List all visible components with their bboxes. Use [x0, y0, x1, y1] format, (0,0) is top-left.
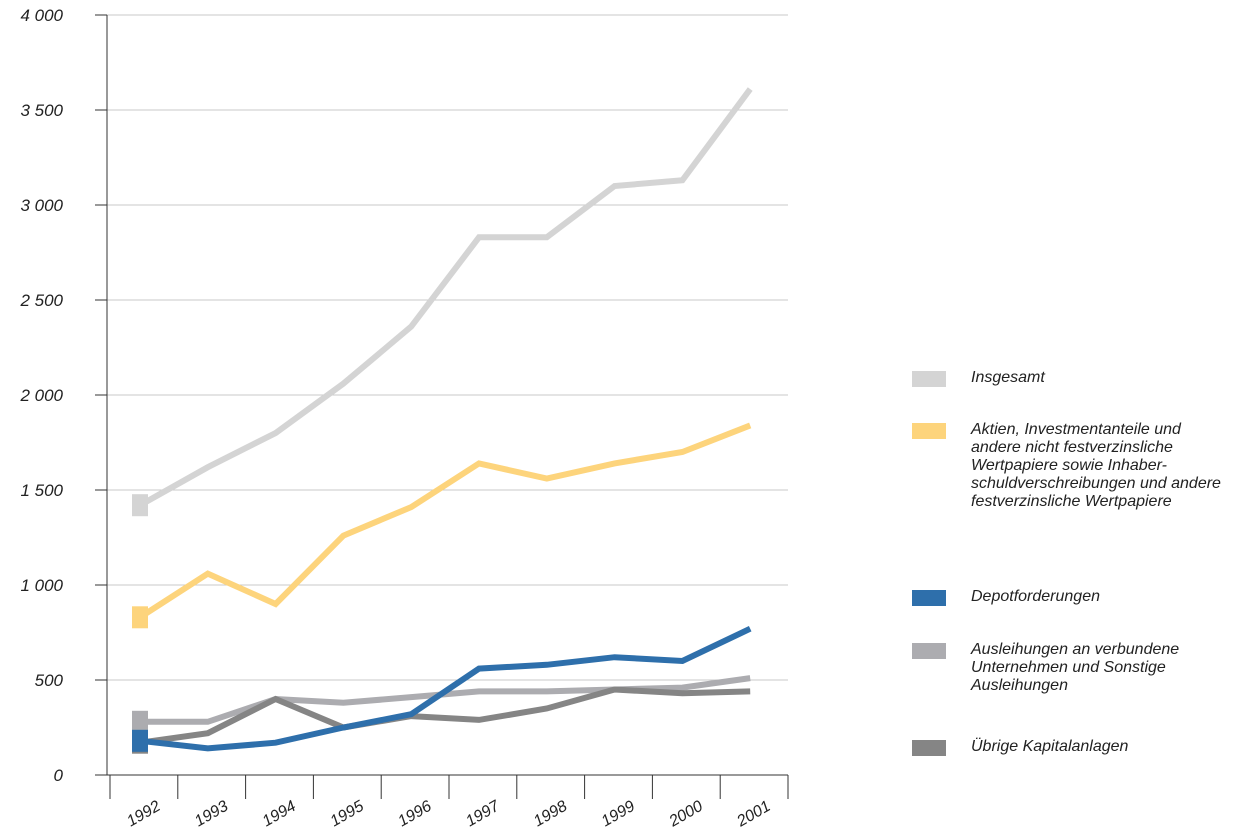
y-axis-ticks: 0 500 1 000 1 500 2 000 2 500 3 000 3 500 4 000 [19, 6, 63, 785]
series-start-markers [132, 494, 148, 754]
x-tick-label: 1999 [599, 798, 638, 831]
legend-swatch [912, 740, 946, 756]
legend-swatch [912, 643, 946, 659]
legend-swatch [912, 371, 946, 387]
y-tick-label: 3 500 [20, 101, 63, 120]
legend-swatch [912, 423, 946, 439]
series-line [139, 625, 752, 752]
x-tick-label: 1997 [463, 797, 503, 830]
x-tick-label: 1996 [395, 798, 434, 831]
series-start-marker [132, 494, 148, 517]
x-tick-label: 2000 [666, 798, 706, 831]
legend-item-uebrige-kapitalanlagen: Übrige Kapitalanlagen [912, 738, 1233, 756]
x-axis-ticks: 1992 1993 1994 1995 1996 1997 1998 1999 2000 2001 [124, 797, 774, 831]
y-tick-label: 3 000 [20, 196, 63, 215]
series-line [138, 87, 753, 508]
y-tick-label: 1 000 [20, 576, 63, 595]
series-start-marker [132, 606, 148, 629]
series-line [138, 422, 752, 620]
series-start-marker [132, 710, 148, 733]
y-tick-label: 1 500 [20, 481, 63, 500]
legend-label: Aktien, Investmentanteile und andere nic… [971, 421, 1221, 510]
y-tick-label: 4 000 [20, 6, 63, 25]
legend-label: Depotforderungen [971, 588, 1100, 605]
legend-swatch [912, 590, 946, 606]
x-tick-label: 1994 [260, 798, 299, 831]
x-tick-label: 1998 [531, 798, 570, 831]
y-tick-label: 2 000 [19, 386, 63, 405]
series-start-marker [132, 729, 148, 752]
legend-label: Insgesamt [971, 369, 1045, 386]
legend-item-ausleihungen: Ausleihungen an verbundene Unternehmen u… [912, 641, 1233, 695]
axes [95, 14, 789, 799]
y-tick-label: 500 [35, 671, 64, 690]
legend-item-depotforderungen: Depotforderungen [912, 588, 1233, 606]
y-tick-label: 0 [54, 766, 64, 785]
x-tick-label: 1995 [327, 798, 366, 831]
x-tick-label: 2001 [733, 798, 773, 831]
legend-item-aktien: Aktien, Investmentanteile und andere nic… [912, 421, 1233, 511]
legend-label: Übrige Kapitalanlagen [971, 738, 1129, 755]
legend-item-insgesamt: Insgesamt [912, 369, 1233, 387]
x-tick-label: 1993 [192, 798, 231, 831]
series-line [139, 686, 751, 746]
y-tick-label: 2 500 [19, 291, 63, 310]
series-lines [138, 87, 753, 752]
x-tick-label: 1992 [124, 798, 163, 831]
legend-label: Ausleihungen an verbundene Unternehmen u… [971, 641, 1180, 694]
